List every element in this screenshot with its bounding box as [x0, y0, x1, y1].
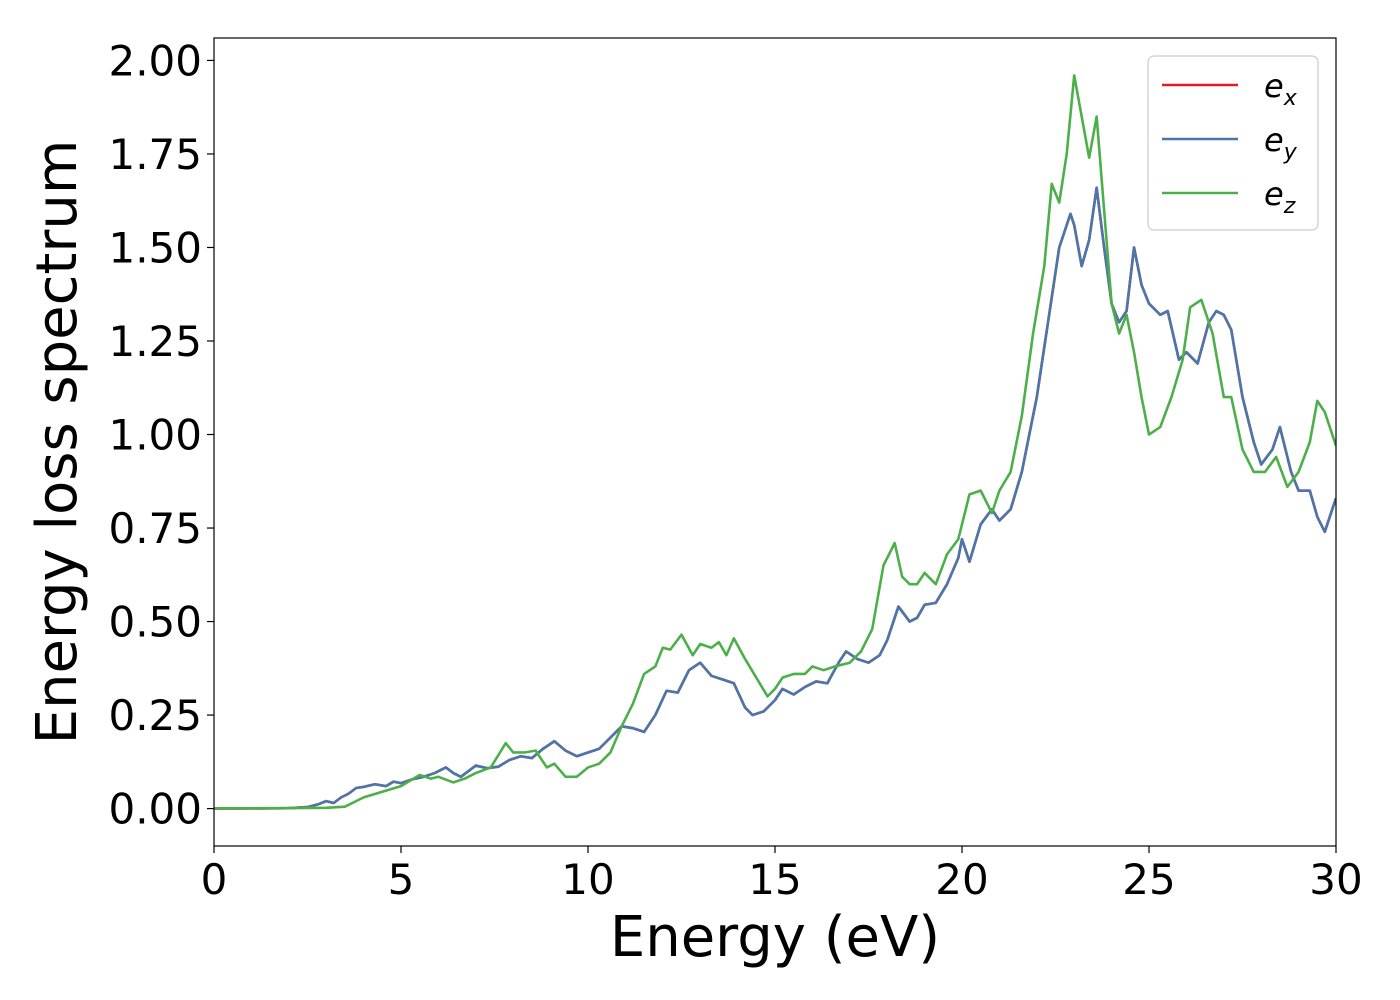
y-tick-label: 0.25 [108, 691, 202, 740]
y-tick-label: 1.00 [108, 411, 202, 460]
y-tick-label: 0.75 [108, 504, 202, 553]
series-line-e-z [214, 74, 1336, 810]
y-tick-label: 0.00 [108, 785, 202, 834]
x-tick-label: 10 [561, 855, 614, 904]
x-tick-label: 0 [201, 855, 228, 904]
y-tick-label: 1.50 [108, 223, 202, 272]
x-tick-label: 25 [1122, 855, 1175, 904]
x-tick-label: 30 [1309, 855, 1362, 904]
series-layer [214, 74, 1336, 810]
x-tick-label: 15 [748, 855, 801, 904]
y-tick-label: 1.75 [108, 130, 202, 179]
legend-label-e-y: ey [1264, 121, 1298, 165]
x-tick-label: 5 [388, 855, 415, 904]
series-line-e-y [214, 186, 1336, 810]
legend-box [1147, 55, 1319, 231]
y-axis-title: Energy loss spectrum [25, 140, 90, 745]
y-tick-label: 0.50 [108, 598, 202, 647]
x-tick-label: 20 [935, 855, 988, 904]
y-tick-label: 2.00 [108, 36, 202, 85]
x-axis-title: Energy (eV) [610, 905, 940, 970]
y-axis: 0.00 0.25 0.50 0.75 1.00 1.25 1.50 1.75 2.00 [108, 36, 214, 834]
x-axis: 0 5 10 15 20 25 30 [201, 846, 1363, 904]
y-tick-label: 1.25 [108, 317, 202, 366]
